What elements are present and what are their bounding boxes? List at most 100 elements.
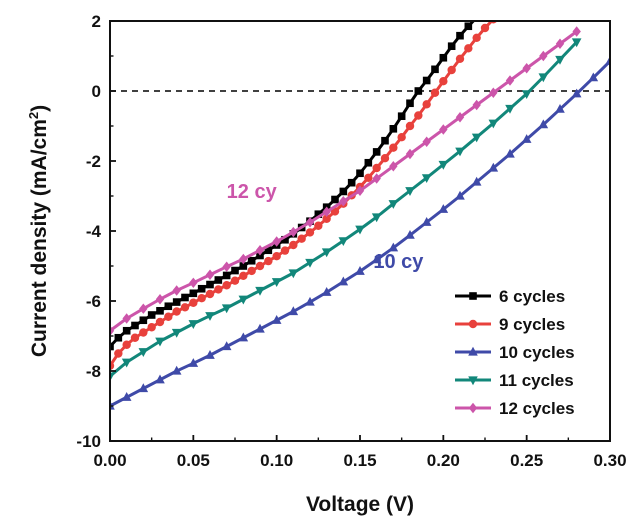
data-point xyxy=(206,280,214,289)
data-point xyxy=(439,53,448,62)
data-point xyxy=(455,112,465,123)
data-point xyxy=(471,133,482,143)
data-point xyxy=(171,328,182,338)
data-point xyxy=(171,365,182,375)
data-point xyxy=(155,317,165,327)
data-point xyxy=(438,160,449,170)
data-point xyxy=(271,278,282,287)
data-point xyxy=(289,226,298,238)
data-point xyxy=(322,214,331,223)
data-point xyxy=(338,237,349,246)
series-line xyxy=(110,30,578,332)
data-point xyxy=(230,276,240,285)
data-point xyxy=(438,204,449,213)
data-point xyxy=(489,87,498,98)
legend-label: 10 cycles xyxy=(499,343,575,362)
legend-swatch-marker xyxy=(468,376,478,386)
legend: 6 cycles 9 cycles 10 cycles 11 cycles 12 cyc… xyxy=(455,287,575,418)
series-12-cycles xyxy=(110,26,581,336)
data-point xyxy=(114,333,123,342)
data-point xyxy=(255,323,265,333)
x-tick-label: 0.05 xyxy=(177,451,210,470)
series-10-cycles xyxy=(110,56,610,410)
legend-swatch-marker xyxy=(469,292,477,300)
y-tick-label: 2 xyxy=(92,12,101,31)
legend-swatch-marker xyxy=(468,346,478,356)
data-point xyxy=(156,307,164,315)
data-point xyxy=(188,358,199,367)
data-point xyxy=(305,258,315,268)
data-point xyxy=(464,44,473,53)
data-point xyxy=(480,23,490,33)
legend-swatch-marker xyxy=(468,402,478,414)
data-point xyxy=(138,348,149,357)
data-point xyxy=(422,76,431,85)
data-point xyxy=(347,178,356,187)
data-point xyxy=(339,187,348,196)
data-point xyxy=(372,163,381,173)
data-point xyxy=(138,383,149,393)
data-point xyxy=(155,294,165,305)
data-point xyxy=(331,195,339,204)
data-point xyxy=(355,225,365,235)
data-point xyxy=(455,190,465,200)
data-point xyxy=(471,176,482,186)
data-point xyxy=(488,162,499,172)
data-point xyxy=(255,261,265,271)
data-point xyxy=(221,341,232,351)
data-point xyxy=(280,246,290,255)
data-point xyxy=(172,307,181,316)
data-point xyxy=(588,72,599,82)
series-9-cycles xyxy=(110,21,498,370)
data-point xyxy=(147,323,156,332)
data-point xyxy=(405,148,415,160)
data-point xyxy=(110,342,114,351)
data-point xyxy=(121,358,132,368)
data-point xyxy=(355,266,365,275)
data-point xyxy=(371,254,382,264)
legend-label: 12 cycles xyxy=(499,399,575,418)
y-tick-label: 0 xyxy=(92,82,101,101)
data-point xyxy=(572,26,581,37)
data-point xyxy=(297,234,306,243)
annotation-12cy: 12 cy xyxy=(227,181,278,203)
data-point xyxy=(380,154,390,163)
data-point xyxy=(189,289,198,298)
data-point xyxy=(571,38,582,48)
data-point xyxy=(571,88,582,98)
data-point xyxy=(197,294,206,303)
data-point xyxy=(481,7,489,15)
data-point xyxy=(488,119,499,129)
x-tick-label: 0.10 xyxy=(260,451,293,470)
data-point xyxy=(172,285,181,296)
data-point xyxy=(505,148,515,158)
data-point xyxy=(397,133,406,142)
series-11-cycles xyxy=(110,38,582,382)
data-point xyxy=(406,99,414,108)
data-point xyxy=(321,287,332,296)
data-point xyxy=(472,33,481,42)
data-point xyxy=(605,56,610,65)
data-point xyxy=(189,298,198,307)
data-point xyxy=(221,304,232,314)
legend-entry: 12 cycles xyxy=(455,399,575,418)
y-axis-title: Current density (mA/cm2) xyxy=(26,105,51,357)
data-point xyxy=(122,340,131,349)
data-point xyxy=(305,217,315,228)
data-point xyxy=(164,302,173,311)
data-point xyxy=(155,337,165,347)
legend-swatch-marker xyxy=(468,319,478,329)
data-point xyxy=(222,271,231,280)
data-point xyxy=(121,392,132,401)
x-tick-label: 0.25 xyxy=(510,451,543,470)
legend-label: 11 cycles xyxy=(499,371,574,390)
data-point xyxy=(439,124,448,135)
data-point xyxy=(539,50,548,62)
data-point xyxy=(214,276,223,284)
data-point xyxy=(421,174,432,183)
data-point xyxy=(305,228,315,237)
data-point xyxy=(239,271,248,280)
data-point xyxy=(388,200,399,209)
